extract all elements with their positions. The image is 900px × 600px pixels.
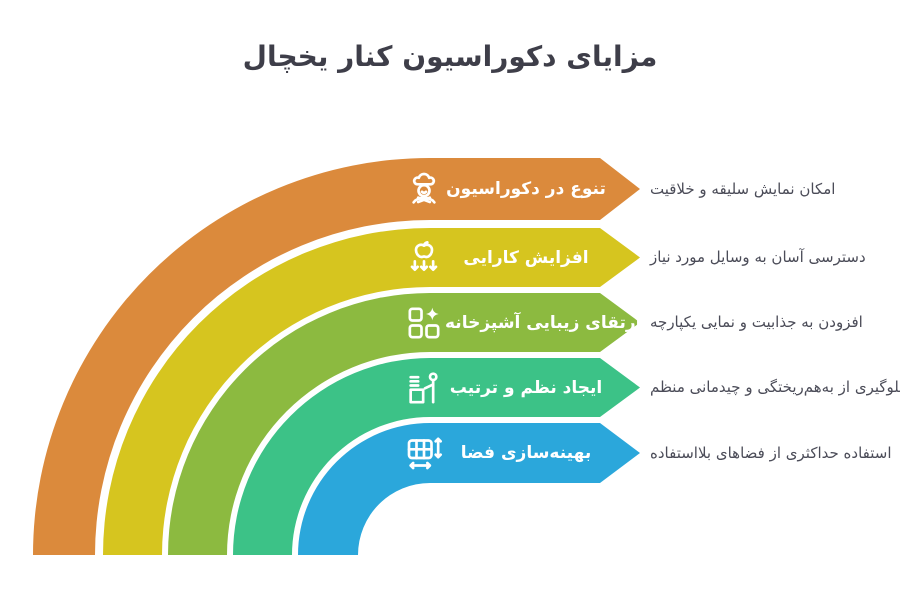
item-label: ایجاد نظم و ترتیب xyxy=(449,377,603,398)
band-label-efficiency: افزایش کارایی xyxy=(403,228,607,287)
item-description: امکان نمایش سلیقه و خلاقیت xyxy=(650,180,836,198)
item-label: ارتقای زیبایی آشپزخانه xyxy=(445,312,642,333)
band-arc-space xyxy=(298,423,640,555)
band-arc-variety xyxy=(33,158,640,555)
item-label: افزایش کارایی xyxy=(463,247,589,268)
squares-sparkle-icon xyxy=(403,303,445,343)
band-label-beauty: ارتقای زیبایی آشپزخانه xyxy=(403,293,642,352)
page-title: مزایای دکوراسیون کنار یخچال xyxy=(242,40,658,73)
band-label-space: بهینه‌سازی فضا xyxy=(403,423,607,483)
item-label: تنوع در دکوراسیون xyxy=(446,179,606,199)
item-label: بهینه‌سازی فضا xyxy=(460,443,592,463)
person-shelf-icon xyxy=(403,368,445,408)
item-description: جلوگیری از به‌هم‌ریختگی و چیدمانی منظم xyxy=(650,378,900,396)
chef-icon xyxy=(403,169,445,209)
item-description: دسترسی آسان به وسایل مورد نیاز xyxy=(650,248,866,266)
band-arc-beauty xyxy=(168,293,640,555)
band-label-order: ایجاد نظم و ترتیب xyxy=(403,358,607,417)
item-description: افزودن به جذابیت و نمایی یکپارچه xyxy=(650,313,863,331)
band-label-variety: تنوع در دکوراسیون xyxy=(403,158,607,220)
band-arc-efficiency xyxy=(103,228,640,555)
grid-resize-icon xyxy=(403,433,445,473)
band-arc-order xyxy=(233,358,640,555)
apple-arrows-icon xyxy=(403,238,445,278)
item-description: استفاده حداکثری از فضاهای بلااستفاده xyxy=(650,444,892,462)
